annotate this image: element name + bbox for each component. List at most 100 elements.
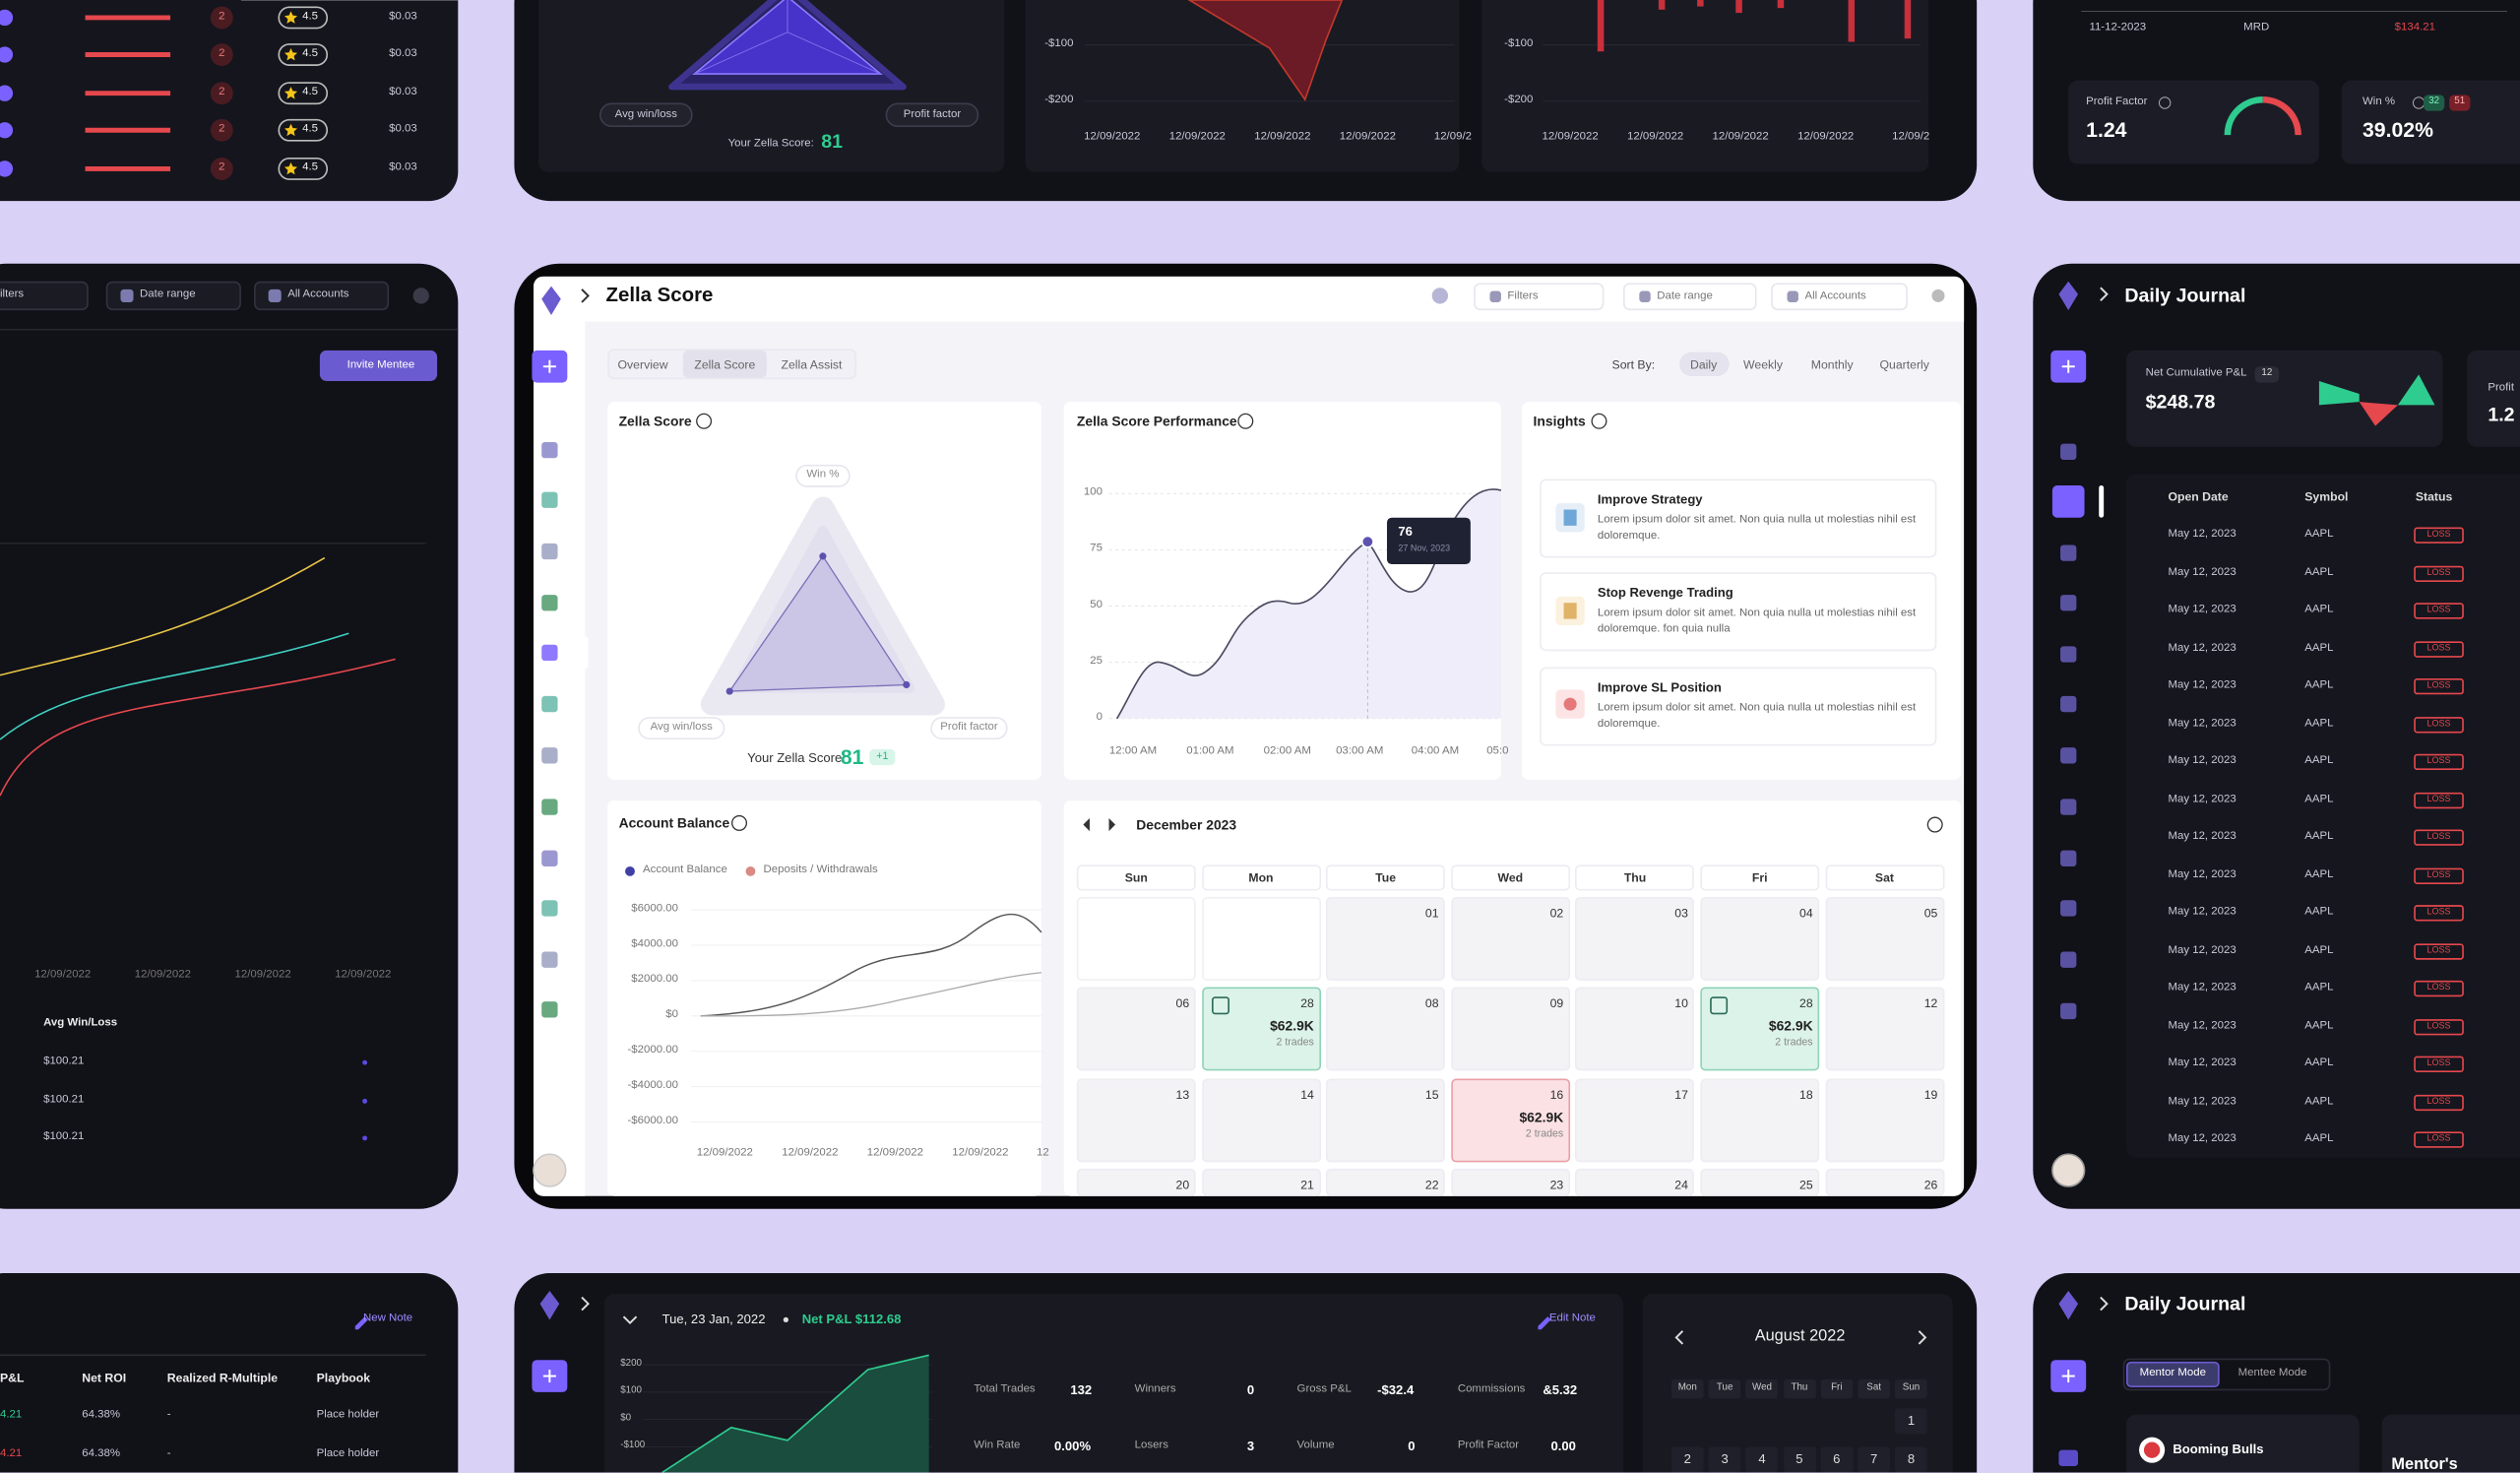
text: -$32.4	[1377, 1382, 1415, 1398]
icon-shape	[725, 687, 733, 695]
text: LOSS	[2426, 983, 2451, 993]
text: December 2023	[1136, 816, 1237, 833]
icon-shape	[725, 552, 911, 695]
nav-icon	[2060, 646, 2077, 663]
filter-pill[interactable]	[1771, 283, 1908, 311]
status-pill	[2414, 640, 2464, 657]
text: AAPL	[2304, 679, 2334, 691]
text: May 12, 2023	[2168, 528, 2236, 541]
icon-shape	[2058, 1291, 2079, 1320]
icon-shape	[582, 636, 589, 670]
weekday-cell	[1326, 865, 1446, 891]
text: 5	[1796, 1451, 1803, 1467]
status-pill	[2414, 527, 2464, 544]
icon-shape	[662, 1355, 929, 1473]
text: Symbol	[2304, 489, 2349, 504]
text: Profit Factor	[1457, 1440, 1520, 1451]
text: 4.5	[302, 123, 319, 135]
text: 132	[1070, 1382, 1093, 1398]
day-cell	[1450, 1168, 1570, 1196]
sort-option[interactable]: Weekly	[1743, 356, 1783, 372]
text[interactable]: Mentee Mode	[2237, 1368, 2307, 1379]
text: -$100	[1044, 37, 1074, 50]
icon-shape	[1848, 0, 1856, 42]
text: $2000.00	[631, 974, 678, 986]
day-cell	[1326, 1077, 1446, 1162]
day-cell	[1825, 897, 1944, 981]
text: 06	[1175, 995, 1190, 1011]
button[interactable]	[319, 350, 438, 381]
sort-option[interactable]: Daily	[1689, 356, 1718, 372]
icon-shape	[691, 909, 1041, 1122]
text: 2	[1683, 1451, 1691, 1467]
rating-pill	[278, 118, 329, 142]
icon-shape	[903, 680, 911, 689]
text: 2	[219, 47, 225, 60]
text: 12	[2261, 368, 2273, 379]
text: 8	[1907, 1451, 1916, 1467]
icon-shape	[0, 658, 396, 797]
text: Commissions	[1457, 1383, 1526, 1395]
text: $200	[620, 1359, 643, 1370]
day-cell	[1670, 1446, 1704, 1473]
nav-icon	[2060, 900, 2077, 917]
text: $62.9K	[1519, 1108, 1564, 1125]
icon-shape	[1563, 603, 1577, 619]
icon-shape	[700, 972, 1042, 1017]
text: Net ROI	[82, 1370, 127, 1385]
text: LOSS	[2426, 606, 2451, 615]
text: Your Zella Score:	[727, 138, 814, 150]
sort-option[interactable]: Monthly	[1810, 356, 1854, 372]
text: Edit Note	[1548, 1313, 1596, 1324]
icon-shape	[2061, 359, 2075, 373]
text: -$100	[1504, 37, 1534, 50]
text: LOSS	[2426, 1021, 2451, 1031]
text: New Note	[362, 1313, 413, 1324]
text: -$200	[1504, 95, 1534, 106]
tab[interactable]: Overview	[617, 356, 668, 372]
day-cell	[1575, 1077, 1695, 1162]
sort-option[interactable]: Quarterly	[1879, 356, 1929, 372]
text: 12/09/2022	[1084, 131, 1141, 143]
day-cell	[1201, 897, 1321, 981]
icon-shape	[0, 632, 349, 740]
day-cell	[1201, 987, 1321, 1071]
weekday-cell	[1076, 865, 1196, 891]
weekday-cell	[1825, 865, 1944, 891]
nav-icon	[541, 951, 558, 968]
panel	[2381, 1414, 2520, 1473]
nav-icon	[541, 644, 558, 662]
filter-pill[interactable]	[1474, 283, 1605, 311]
tab[interactable]: Zella Assist	[781, 356, 843, 372]
text: LOSS	[2426, 832, 2451, 843]
text: 05:0	[1486, 745, 1509, 757]
day-cell	[1825, 1077, 1944, 1162]
text: AAPL	[2304, 1095, 2334, 1107]
text: May 12, 2023	[2168, 755, 2236, 767]
text: 2	[219, 161, 225, 174]
weekday-cell	[1745, 1378, 1779, 1399]
nav-icon	[541, 799, 558, 815]
text: 2	[219, 86, 225, 98]
icon-shape	[1926, 816, 1943, 833]
text: Sat	[1874, 870, 1894, 885]
text: 12/09/2022	[1542, 131, 1599, 143]
icon	[1489, 290, 1501, 302]
filter-pill	[0, 281, 89, 311]
text: Deposits / Withdrawals	[763, 865, 878, 876]
text: Invite Mentee	[346, 358, 415, 371]
status-pill	[2414, 905, 2464, 922]
day-cell	[1858, 1446, 1890, 1473]
text: Wed	[1497, 870, 1524, 885]
nav-icon	[541, 747, 558, 764]
tab[interactable]: Zella Score	[694, 356, 756, 372]
text: $6000.00	[631, 903, 678, 915]
icon-shape	[581, 1296, 590, 1312]
day-cell	[1745, 1446, 1779, 1473]
icon-shape	[2058, 1449, 2079, 1466]
text: 1.2	[2488, 403, 2515, 426]
text[interactable]: Mentor Mode	[2139, 1368, 2207, 1379]
icon-shape	[694, 32, 788, 75]
filter-pill[interactable]	[1622, 283, 1757, 311]
